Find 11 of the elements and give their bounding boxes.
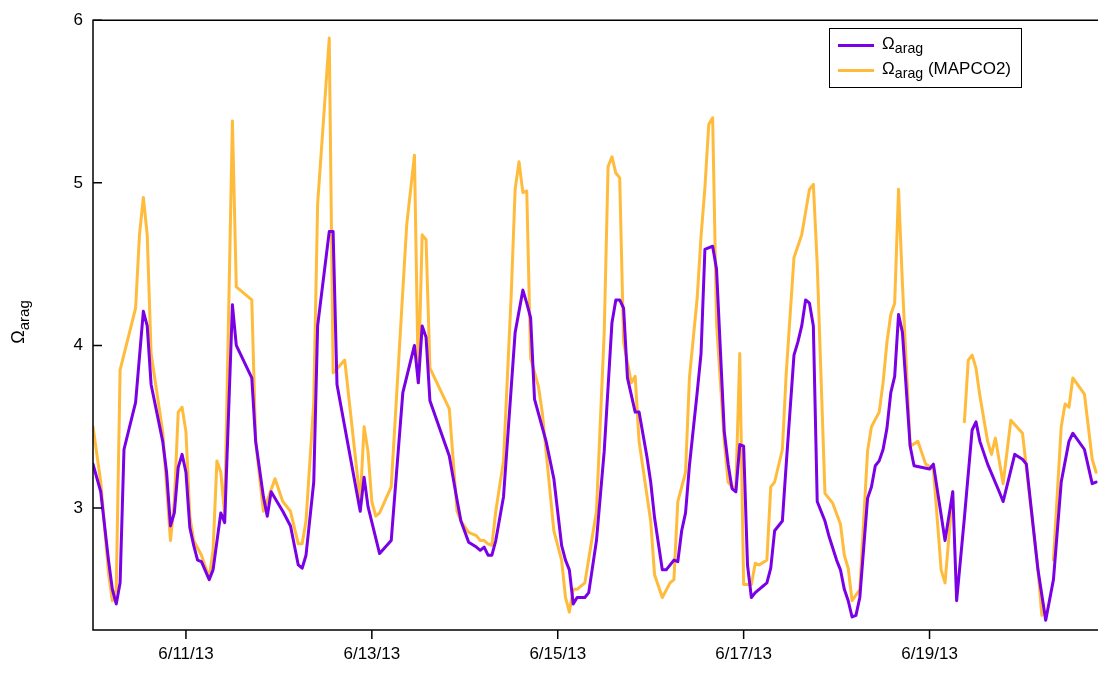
legend-label: Ω$_{arag}$ bbox=[882, 34, 924, 57]
y-tick-label: 5 bbox=[73, 172, 83, 192]
x-tick-label: 6/15/13 bbox=[529, 643, 587, 663]
x-tick-label: 6/19/13 bbox=[901, 643, 958, 663]
y-tick-label: 3 bbox=[73, 497, 83, 517]
x-tick-label: 6/13/13 bbox=[343, 643, 401, 663]
legend-label: Ω$_{arag}$ (MAPCO2) bbox=[882, 59, 1011, 82]
y-tick-label: 6 bbox=[73, 9, 83, 29]
y-tick-label: 4 bbox=[73, 335, 83, 355]
x-tick-label: 6/11/13 bbox=[158, 643, 214, 663]
x-tick-label: 6/17/13 bbox=[715, 643, 772, 663]
